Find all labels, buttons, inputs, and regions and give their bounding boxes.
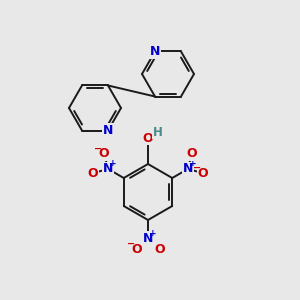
Text: −: − <box>193 163 201 173</box>
Text: O: O <box>131 243 142 256</box>
Text: H: H <box>153 125 163 139</box>
Text: +: + <box>149 229 157 238</box>
Text: O: O <box>187 147 197 160</box>
Text: N: N <box>143 232 153 244</box>
Text: −: − <box>94 144 102 154</box>
Text: +: + <box>110 160 117 169</box>
Text: N: N <box>103 163 113 176</box>
Text: +: + <box>189 160 196 169</box>
Text: O: O <box>198 167 208 180</box>
Text: O: O <box>143 131 153 145</box>
Text: −: − <box>127 239 135 249</box>
Text: N: N <box>150 45 160 58</box>
Text: O: O <box>154 243 164 256</box>
Text: N: N <box>103 124 113 137</box>
Text: N: N <box>183 163 193 176</box>
Text: O: O <box>88 167 98 180</box>
Text: O: O <box>99 147 110 160</box>
